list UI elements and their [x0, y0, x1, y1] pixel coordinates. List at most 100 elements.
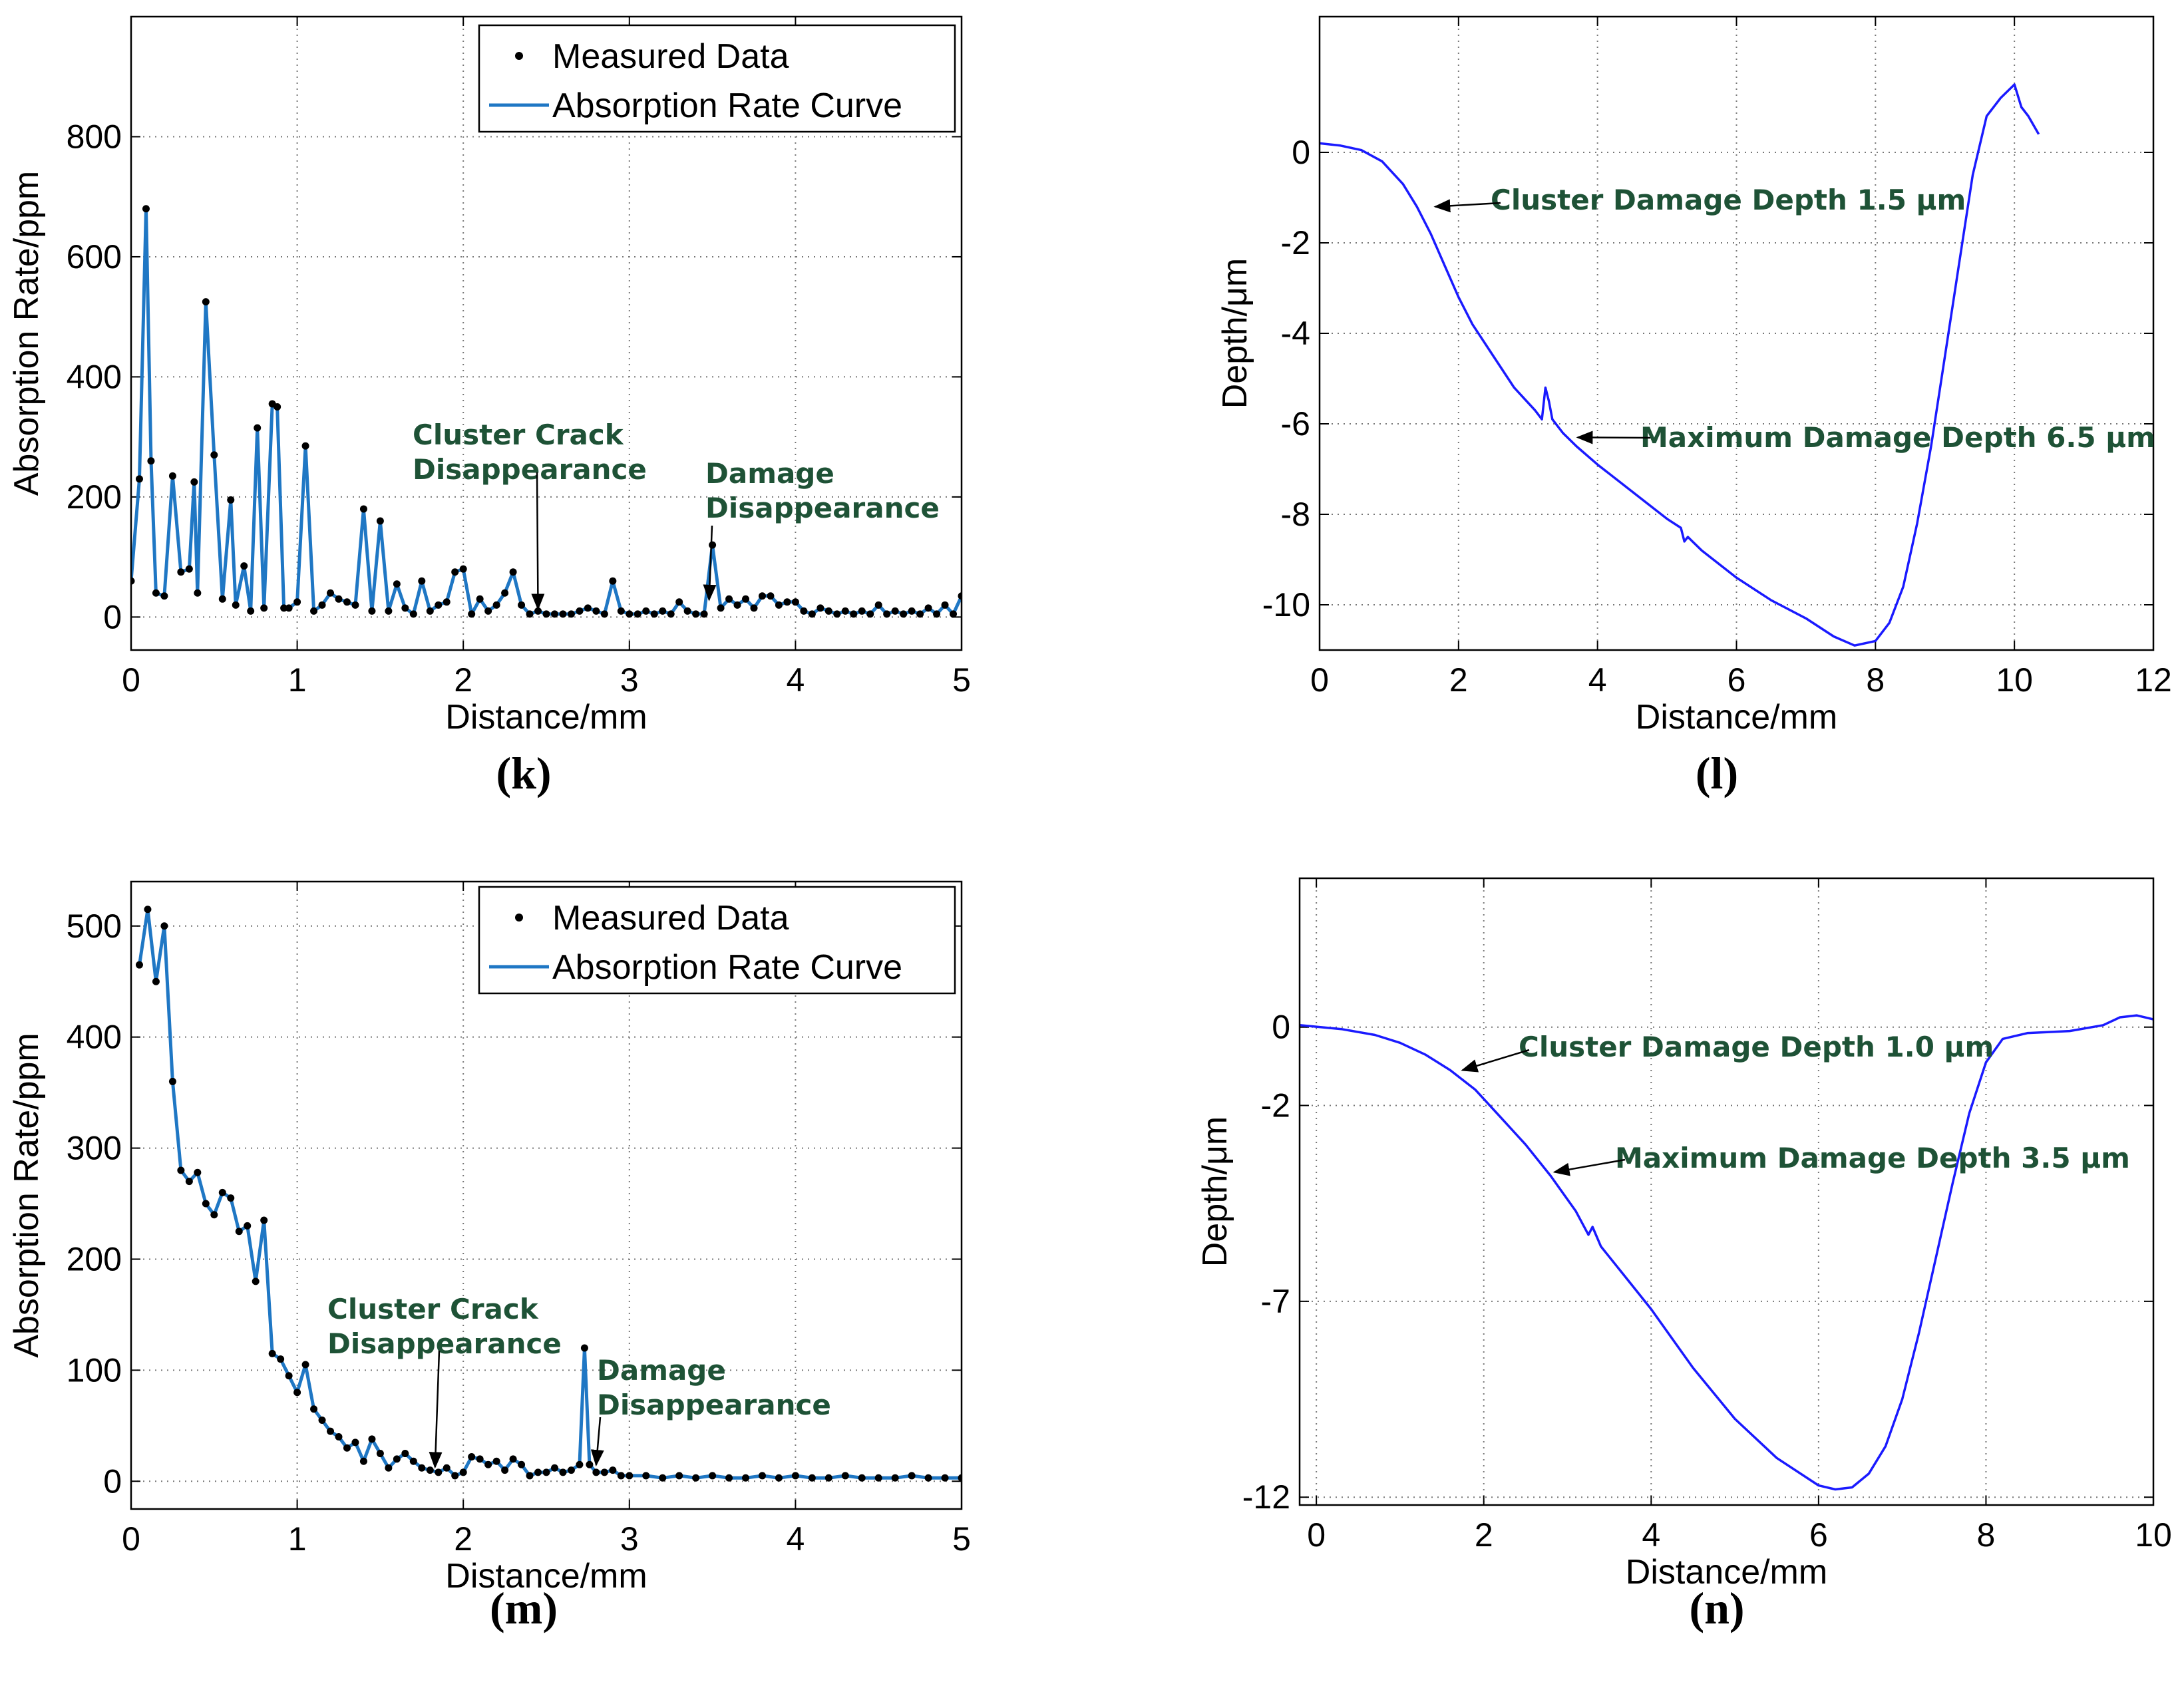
annotation: Maximum Damage Depth 3.5 μm — [1552, 1142, 2130, 1176]
data-point — [135, 475, 143, 483]
panel-label: (k) — [496, 748, 551, 798]
data-point — [567, 610, 575, 618]
data-point — [617, 1472, 625, 1480]
data-point — [900, 610, 908, 618]
data-point — [667, 610, 675, 618]
y-tick-label: 100 — [67, 1351, 122, 1389]
annotation-text: Cluster Damage Depth 1.5 μm — [1491, 184, 1966, 216]
data-point — [580, 1344, 588, 1352]
data-point — [468, 1453, 476, 1461]
data-point — [168, 472, 176, 480]
x-axis-label: Distance/mm — [1626, 1553, 1827, 1592]
data-point — [368, 607, 376, 615]
legend-entry-measured: Measured Data — [552, 899, 789, 937]
data-point — [318, 601, 326, 609]
plot-frame — [130, 880, 963, 1510]
x-tick-label: 8 — [1866, 661, 1885, 699]
data-point — [235, 1228, 243, 1236]
annotation-text: Cluster Crack — [327, 1293, 539, 1325]
data-point — [310, 1405, 318, 1413]
data-point — [177, 568, 185, 576]
data-point — [459, 1468, 467, 1476]
data-point — [642, 607, 650, 615]
plot-frame — [1318, 15, 2155, 651]
data-point — [767, 592, 775, 600]
data-point — [232, 601, 240, 609]
data-point — [941, 1474, 949, 1482]
series-line — [1320, 83, 2040, 647]
data-point — [476, 1455, 484, 1463]
y-tick-label: 800 — [67, 118, 122, 155]
data-point — [941, 601, 949, 609]
x-tick-label: 10 — [1996, 661, 2033, 699]
data-point — [626, 610, 634, 618]
annotation-text: Damage — [705, 457, 834, 490]
x-tick-label: 0 — [122, 661, 140, 699]
data-point — [327, 1427, 335, 1435]
data-point — [142, 205, 150, 213]
data-point — [841, 607, 849, 615]
data-point — [576, 607, 584, 615]
data-point — [858, 1474, 866, 1482]
data-point — [775, 1474, 783, 1482]
y-tick-label: -10 — [1262, 586, 1310, 623]
data-point — [484, 607, 492, 615]
data-point — [567, 1466, 575, 1474]
annotation-text: Disappearance — [705, 492, 940, 524]
legend-entry-curve: Absorption Rate Curve — [552, 86, 902, 125]
axis-ticks: 0 2 4 6 8 10 12 0 -2 -4 -6 -8 -10 — [1262, 17, 2172, 699]
x-tick-label: 0 — [122, 1520, 140, 1558]
x-tick-label: 1 — [288, 661, 307, 699]
axis-ticks: 0 1 2 3 4 5 0 200 400 600 800 — [67, 17, 971, 699]
y-tick-label: 300 — [67, 1130, 122, 1167]
data-point — [359, 505, 367, 513]
data-point — [260, 1216, 268, 1224]
data-point — [891, 1474, 899, 1482]
data-point — [642, 1472, 650, 1480]
data-point — [351, 601, 359, 609]
data-point — [335, 1433, 343, 1441]
series-group — [1320, 83, 2040, 647]
annotation-arrow — [429, 1350, 443, 1469]
data-point — [385, 1464, 393, 1472]
panel-label: (n) — [1689, 1583, 1744, 1633]
data-point — [824, 1474, 832, 1482]
x-tick-label: 12 — [2135, 661, 2172, 699]
data-point — [443, 598, 451, 606]
x-tick-label: 3 — [620, 1520, 639, 1558]
y-tick-label: 500 — [67, 908, 122, 945]
plot-frame — [1298, 877, 2155, 1506]
data-point — [559, 610, 567, 618]
annotation-text: Maximum Damage Depth 3.5 μm — [1615, 1142, 2130, 1174]
data-point — [501, 589, 509, 597]
data-point — [202, 1200, 210, 1208]
data-point — [293, 598, 301, 606]
data-point — [659, 607, 667, 615]
x-tick-label: 0 — [1310, 661, 1329, 699]
data-point — [626, 1472, 634, 1480]
data-point — [866, 610, 874, 618]
annotation: Maximum Damage Depth 6.5 μm — [1576, 421, 2155, 454]
y-tick-label: 0 — [1292, 134, 1310, 171]
data-point — [850, 610, 858, 618]
data-point — [617, 607, 625, 615]
data-point — [451, 1472, 459, 1480]
series-group — [131, 205, 962, 618]
y-tick-label: 200 — [67, 1240, 122, 1277]
legend-entry-curve: Absorption Rate Curve — [552, 948, 902, 987]
annotation-text: Cluster Crack — [413, 419, 624, 451]
data-point — [443, 1464, 451, 1472]
data-point — [609, 577, 617, 585]
y-tick-label: 0 — [1272, 1009, 1290, 1046]
x-tick-label: 2 — [454, 1520, 472, 1558]
axis-ticks: 0 1 2 3 4 5 0 100 200 300 400 500 — [67, 882, 971, 1558]
data-point — [750, 604, 758, 612]
series-group — [135, 906, 962, 1482]
data-point — [791, 1472, 799, 1480]
data-point — [160, 592, 168, 600]
data-point — [933, 610, 941, 618]
x-tick-label: 5 — [952, 661, 971, 699]
data-point — [327, 589, 335, 597]
data-point — [202, 298, 210, 306]
